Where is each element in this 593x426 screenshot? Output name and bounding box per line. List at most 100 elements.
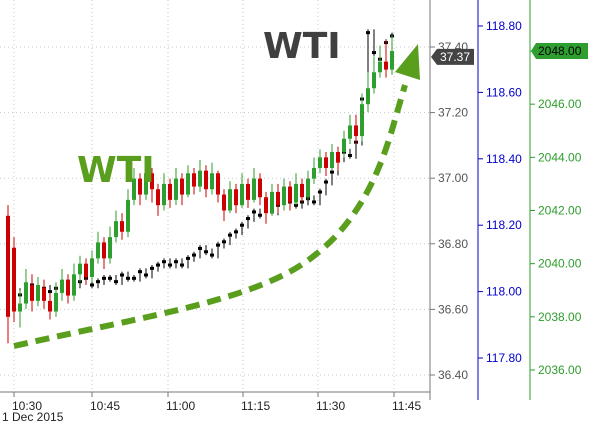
x-axis-ticks: 10:30 10:45 11:00 11:15 11:30 11:45 [12,392,421,413]
line-point [240,223,244,227]
line-point [174,260,178,264]
candle-body [96,242,100,259]
x-tick-label: 11:45 [392,399,421,413]
line-point [144,273,148,277]
green-tick-label: 2042.00 [538,204,582,218]
candle-body [240,183,244,206]
candle-body [60,279,64,293]
candle-body [246,183,250,200]
line-point [162,260,166,264]
line-point [168,263,172,267]
candle-body [300,183,304,198]
line-point [192,253,196,257]
line-point [252,210,256,214]
candle-body [156,189,160,206]
green-tick-label: 2036.00 [538,363,582,377]
candle-body [192,173,196,187]
blue-tick-label: 118.00 [486,285,522,299]
green-axis-ticks: 2048.00 2046.00 2044.00 2042.00 2040.00 2038.… [530,44,582,377]
candle-body [186,173,190,195]
wti-tick-label: 37.00 [438,171,468,185]
candle-body [48,300,52,312]
green-tick-label: 2040.00 [538,257,582,271]
candle-body [342,138,346,153]
trend-line [13,84,408,349]
candle-body [324,157,328,168]
blue-tick-label: 118.60 [486,85,522,99]
candle-body [384,61,388,70]
line-point [96,280,100,284]
wti-current-value: 37.37 [440,50,470,64]
green-tick-label: 2046.00 [538,97,582,111]
line-point [234,230,238,234]
candle-body [366,88,370,105]
line-point [90,283,94,287]
line-point [150,266,154,270]
line-point [138,270,142,274]
line-point [126,276,130,280]
green-tick-label: 2044.00 [538,150,582,164]
candle-body [258,178,262,198]
candle-body [108,237,112,259]
candle-body [120,221,124,232]
candle-body [84,263,88,277]
candle-body [378,61,382,73]
line-point [156,263,160,267]
wti-tick-label: 36.60 [438,302,468,316]
candle-body [30,284,34,301]
wti-current-tag [431,48,474,65]
candle-body [348,125,352,139]
candle-body [6,215,10,317]
candle-body [66,279,70,296]
line-point [108,276,112,280]
line-point [114,280,118,284]
x-tick-label: 10:45 [90,399,120,413]
line-point [228,233,232,237]
wti-tick-label: 36.80 [438,237,468,251]
line-point [372,51,376,55]
line-point [216,243,220,247]
trend-arrowhead [395,44,420,80]
candle-body [210,173,214,190]
candle-body [276,191,280,206]
line-point [312,200,316,204]
candle-body [72,274,76,296]
candle-body [174,178,178,200]
blue-tick-label: 118.20 [486,218,522,232]
grid [0,0,430,390]
line-point [318,190,322,194]
candle-body [144,173,148,195]
green-current-tag [531,43,588,59]
date-label: 1 Dec 2015 [2,410,64,424]
candle-body [180,178,184,195]
candle-body [372,72,376,89]
candle-body [288,186,292,203]
green-tick-label: 2038.00 [538,310,582,324]
candle-body [54,292,58,312]
line-point [330,170,334,174]
line-point [324,180,328,184]
candle-body [228,189,232,211]
candle-body [234,189,238,206]
candle-body [216,173,220,195]
current-value-tags: 37.37 2048.00 [431,43,588,65]
line-point [198,246,202,250]
candle-body [42,287,46,301]
candle-body [126,199,130,232]
candle-body [90,258,94,277]
line-point [48,290,52,294]
annotation-wti-dark: WTI [263,26,341,67]
candle-body [102,242,106,259]
line-point [180,263,184,267]
candle-body [78,263,82,275]
line-point [132,276,136,280]
line-point [366,31,370,35]
candle-body [306,178,310,198]
candle-body [336,152,340,163]
line-point [120,273,124,277]
wti-tick-label: 36.40 [438,368,468,382]
x-tick-label: 11:00 [166,399,195,413]
line-point [246,217,250,221]
blue-tick-label: 117.80 [486,351,522,365]
